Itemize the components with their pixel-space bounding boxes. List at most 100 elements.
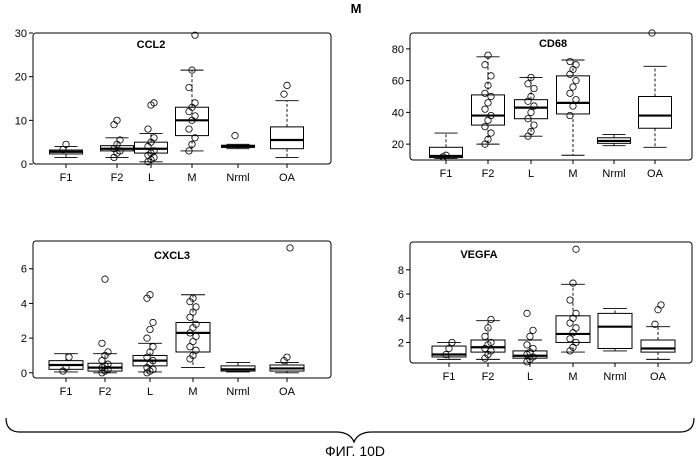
y-tick-label: 6 (21, 264, 27, 276)
box-l (133, 292, 167, 376)
chart-title: CCL2 (137, 39, 166, 51)
x-tick-label: M (188, 386, 197, 398)
box-f1 (49, 354, 83, 375)
data-point (150, 319, 156, 325)
box-oa (641, 302, 675, 360)
data-point (573, 246, 579, 252)
x-tick-label: F2 (99, 386, 112, 398)
data-point (573, 62, 579, 68)
data-point (186, 84, 192, 90)
data-point (488, 73, 494, 79)
iqr-box (598, 313, 632, 348)
data-point (488, 130, 494, 136)
data-point (144, 335, 150, 341)
data-point (102, 276, 108, 282)
iqr-box (639, 97, 672, 129)
box-f2 (472, 52, 505, 147)
box-oa (639, 30, 672, 148)
box-nrml (221, 362, 255, 372)
y-tick-label: 30 (15, 28, 27, 40)
y-tick-label: 40 (392, 107, 404, 119)
data-point (531, 122, 537, 128)
box-f1 (50, 141, 83, 157)
data-point (66, 354, 72, 360)
box-f1 (432, 339, 466, 359)
y-tick-label: 20 (392, 139, 404, 151)
data-point (527, 333, 533, 339)
y-tick-label: 20 (15, 72, 27, 84)
box-oa (271, 82, 304, 157)
x-tick-label: OA (647, 168, 664, 180)
box-nrml (222, 132, 255, 148)
data-point (192, 100, 198, 106)
box-f2 (471, 316, 505, 361)
data-point (567, 297, 573, 303)
box-m (176, 295, 210, 368)
chart-title: CD68 (539, 38, 567, 50)
panel-ccl2: CCL20102030F1F2LMNrmlOA (15, 28, 331, 184)
box-oa (270, 245, 304, 373)
y-tick-label: 2 (398, 337, 404, 349)
box-f1 (430, 133, 463, 160)
x-tick-label: Nrml (226, 386, 249, 398)
data-point (530, 327, 536, 333)
data-point (287, 245, 293, 251)
data-point (193, 304, 199, 310)
x-tick-label: M (568, 168, 577, 180)
x-tick-label: F2 (111, 172, 124, 184)
box-l (513, 310, 547, 365)
panel-cxcl3: CXCL3 0 2 4 6 F1 F2 L M Nrml OA (21, 241, 331, 398)
data-point (524, 310, 530, 316)
data-point (525, 81, 531, 87)
x-tick-label: L (528, 168, 534, 180)
data-point (482, 333, 488, 339)
y-tick-label: 8 (398, 265, 404, 277)
x-tick-label: Nrml (226, 172, 249, 184)
x-tick-label: F2 (482, 371, 495, 383)
box-m (176, 32, 209, 154)
data-point (488, 316, 494, 322)
panel-cd68: CD6820406080F1F2LMNrmlOA (392, 30, 692, 180)
iqr-box (271, 127, 304, 149)
x-tick-label: F1 (443, 371, 456, 383)
y-tick-label: 0 (21, 368, 27, 380)
chart-title: VEGFA (460, 249, 497, 261)
box-m (556, 246, 590, 354)
y-tick-label: 4 (21, 298, 27, 310)
y-tick-label: 10 (15, 115, 27, 127)
box-l (515, 74, 548, 139)
box-nrml (598, 135, 631, 146)
panel-letter: M (351, 1, 362, 16)
box-m (557, 58, 590, 155)
y-tick-label: 4 (398, 313, 404, 325)
box-l (135, 100, 168, 165)
data-point (151, 135, 157, 141)
y-tick-label: 2 (21, 333, 27, 345)
y-tick-label: 6 (398, 289, 404, 301)
chart-title: CXCL3 (154, 250, 190, 262)
y-tick-label: 80 (392, 44, 404, 56)
data-point (232, 132, 238, 138)
box-f2 (101, 117, 134, 161)
x-tick-label: L (147, 386, 153, 398)
data-point (150, 344, 156, 350)
panel-vegfa: VEGFA2468F1F2LMNrmlOA (398, 242, 692, 383)
x-tick-label: OA (279, 386, 296, 398)
x-tick-label: F1 (440, 168, 453, 180)
data-point (284, 82, 290, 88)
data-point (111, 122, 117, 128)
data-point (114, 117, 120, 123)
x-tick-label: OA (279, 172, 296, 184)
x-tick-label: F1 (60, 386, 73, 398)
data-point (99, 340, 105, 346)
x-tick-label: F1 (60, 172, 73, 184)
x-tick-label: M (568, 371, 577, 383)
box-nrml (598, 309, 632, 351)
box-f2 (88, 276, 122, 376)
x-tick-label: L (527, 371, 533, 383)
data-point (482, 62, 488, 68)
x-tick-label: L (148, 172, 154, 184)
data-point (281, 91, 287, 97)
figure-brace (6, 418, 694, 442)
data-point (655, 307, 661, 313)
